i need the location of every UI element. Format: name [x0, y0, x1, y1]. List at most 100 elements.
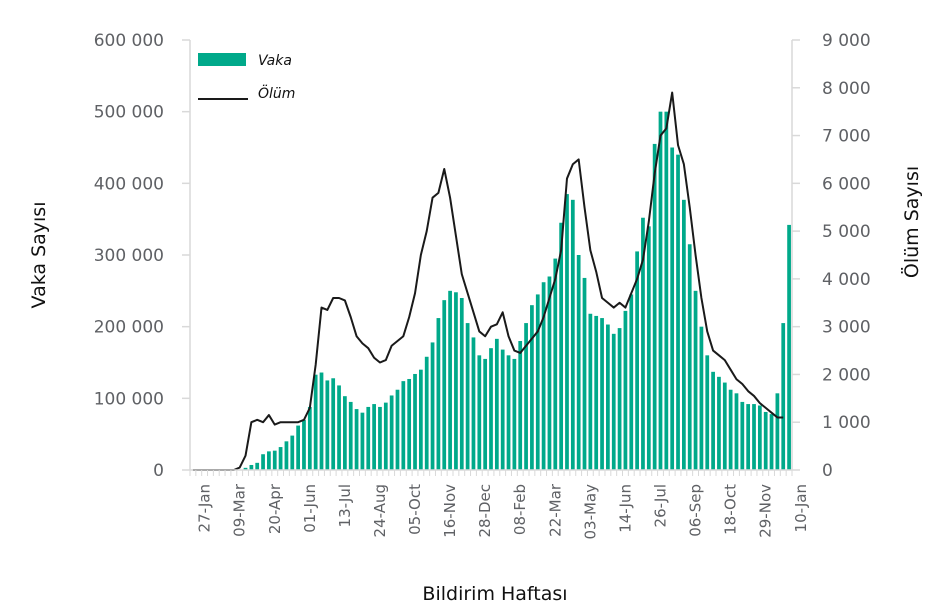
vaka-bar [413, 373, 417, 470]
vaka-bar [576, 255, 581, 470]
right-tick-label: 8 000 [822, 79, 871, 99]
vaka-bar [343, 396, 347, 470]
vaka-bar [518, 341, 523, 470]
vaka-bar [506, 355, 511, 470]
right-y-axis: 0 1 000 2 000 3 000 4 000 5 000 6 000 7 000 8 00… [791, 31, 871, 481]
vaka-bar [500, 349, 505, 470]
vaka-bar [635, 251, 639, 470]
right-tick-label: 2 000 [822, 365, 871, 385]
vaka-bar [512, 358, 517, 470]
vaka-bar [366, 406, 371, 470]
right-tick-label: 1 000 [822, 413, 871, 433]
vaka-bar [272, 450, 277, 470]
legend-swatch-vaka [198, 53, 246, 66]
vaka-bar [769, 414, 774, 470]
vaka-bar [337, 385, 341, 470]
legend-label-olum: Ölüm [258, 84, 295, 102]
x-axis-title: Bildirim Haftası [422, 583, 567, 605]
vaka-bar [752, 404, 756, 470]
vaka-bar [693, 290, 698, 470]
vaka-bar [261, 454, 265, 470]
vaka-bar [664, 111, 669, 471]
x-tick-label: 16-Nov [441, 484, 459, 538]
vaka-bar [559, 222, 564, 470]
vaka-bar [296, 425, 300, 470]
vaka-bar [331, 378, 336, 470]
vaka-bar [249, 464, 254, 470]
vaka-bar [255, 462, 260, 470]
x-tick-label: 06-Sep [687, 484, 705, 537]
left-tick-label: 200 000 [94, 318, 164, 338]
right-axis-title: Ölüm Sayısı [900, 166, 923, 278]
vaka-bar [541, 282, 546, 470]
vaka-bar [389, 395, 394, 470]
vaka-bar [430, 342, 435, 470]
vaka-bar [781, 323, 786, 470]
right-tick-label: 4 000 [822, 270, 871, 290]
vaka-bar [682, 199, 686, 470]
vaka-bar [267, 451, 271, 470]
vaka-bar [418, 369, 423, 470]
x-tick-label: 03-May [581, 484, 599, 540]
vaka-bar [483, 358, 488, 470]
left-tick-label: 0 [153, 461, 164, 481]
left-tick-label: 500 000 [94, 103, 164, 123]
vaka-bar [570, 199, 575, 470]
left-axis-title: Vaka Sayısı [28, 202, 50, 309]
left-tick-label: 400 000 [94, 174, 164, 194]
vaka-bar [354, 409, 359, 470]
vaka-bar [553, 258, 558, 470]
vaka-bar [641, 217, 645, 470]
x-tick-label: 10-Jan [792, 484, 810, 532]
legend: Vaka Ölüm [198, 53, 295, 102]
vaka-bar [471, 337, 476, 470]
left-tick-label: 600 000 [94, 31, 164, 51]
olum-line [192, 91, 784, 471]
vaka-bar [670, 147, 675, 470]
x-tick-label: 28-Dec [476, 484, 494, 538]
vaka-bar [494, 338, 499, 470]
vaka-bar [676, 154, 680, 471]
left-tick-label: 100 000 [94, 389, 164, 409]
vaka-bar [547, 276, 552, 470]
vaka-bar [448, 290, 452, 470]
vaka-bar [319, 372, 324, 470]
vaka-bar [588, 313, 593, 470]
x-tick-label: 27-Jan [196, 484, 214, 532]
vaka-bar [360, 412, 365, 470]
vaka-bar [582, 277, 587, 470]
x-tick-label: 08-Feb [511, 484, 529, 535]
vaka-bar [313, 374, 318, 470]
vaka-bar [278, 447, 283, 470]
vaka-bar [629, 294, 634, 470]
vaka-bar [477, 355, 482, 470]
vaka-bar [775, 393, 780, 470]
vaka-bar [378, 406, 382, 470]
vaka-bar [757, 405, 762, 470]
vaka-bars [243, 111, 791, 471]
x-tick-label: 09-Mar [231, 483, 249, 537]
vaka-bar [722, 382, 727, 470]
vaka-bar [652, 143, 657, 471]
x-axis: 27-Jan 09-Mar 20-Apr 01-Jun 13-Jul 24-Aug 05-O… [189, 469, 810, 540]
x-tick-label: 26-Jul [652, 484, 670, 527]
vaka-bar [530, 305, 534, 470]
x-tick-label: 01-Jun [301, 484, 319, 533]
vaka-bar [687, 244, 692, 470]
right-tick-label: 5 000 [822, 222, 871, 242]
vaka-bar [611, 333, 616, 470]
vaka-bar [290, 435, 295, 470]
vaka-bar [717, 376, 721, 470]
vaka-bar [459, 298, 464, 470]
olum-line-path [192, 91, 784, 471]
x-tick-label: 13-Jul [336, 484, 354, 527]
vaka-bar [325, 380, 330, 470]
vaka-bar [442, 300, 447, 470]
vaka-bar [746, 404, 751, 470]
x-tick-label: 24-Aug [371, 484, 389, 537]
vaka-bar [243, 467, 248, 470]
vaka-bar [705, 355, 710, 470]
vaka-bar [623, 310, 628, 470]
left-tick-label: 300 000 [94, 246, 164, 266]
vaka-bar [436, 318, 441, 470]
